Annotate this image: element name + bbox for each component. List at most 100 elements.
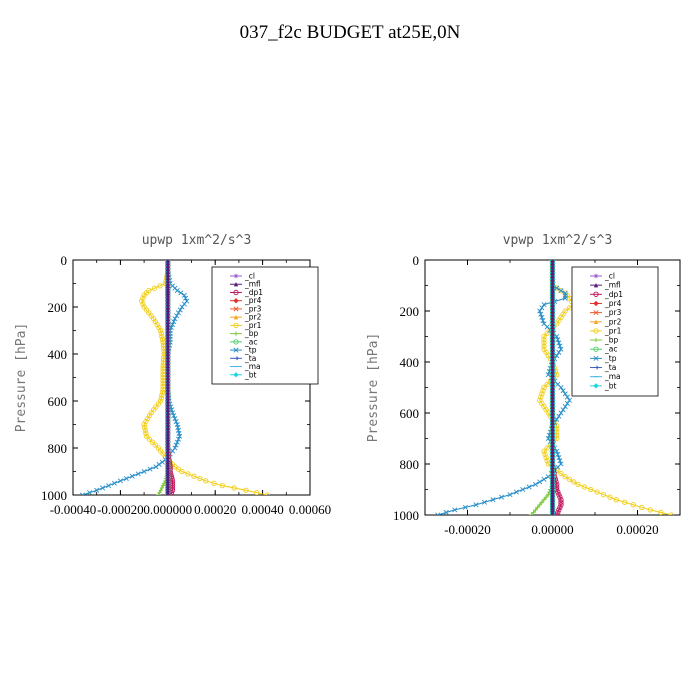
series-point-tp bbox=[556, 413, 562, 419]
series-point-pr1 bbox=[191, 473, 197, 479]
series-point-mfl bbox=[550, 318, 555, 323]
series-point-pr1 bbox=[157, 283, 163, 289]
series-point-tp bbox=[556, 340, 562, 346]
y-axis-label: Pressure [hPa] bbox=[366, 333, 381, 443]
series-point-mfl bbox=[165, 322, 170, 327]
series-point-mfl bbox=[165, 281, 170, 286]
series-point-mfl bbox=[550, 394, 555, 400]
series-point-tp bbox=[170, 322, 176, 328]
series-point-mfl bbox=[550, 334, 555, 339]
series-point-mfl bbox=[165, 366, 170, 371]
series-point-mfl bbox=[550, 391, 555, 397]
x-tick-label: -0.00020 bbox=[444, 522, 491, 537]
series-point-mfl bbox=[550, 479, 555, 485]
series-point-tp bbox=[560, 388, 566, 394]
series-point-tp bbox=[556, 455, 562, 461]
series-point-tp bbox=[554, 353, 560, 359]
series-point-pr1 bbox=[647, 507, 653, 513]
series-point-mfl bbox=[550, 439, 555, 444]
legend-marker bbox=[233, 282, 239, 287]
series-point-mfl bbox=[550, 362, 555, 368]
series-point-mfl bbox=[165, 387, 170, 392]
series-point-mfl bbox=[165, 293, 170, 298]
y-tick-label: 1000 bbox=[41, 488, 67, 503]
legend-entry: _mfl bbox=[604, 281, 621, 290]
series-point-mfl bbox=[550, 489, 555, 495]
series-point-mfl bbox=[550, 356, 555, 362]
series-point-mfl bbox=[165, 351, 170, 357]
series-group bbox=[79, 260, 270, 495]
series-point-mfl bbox=[550, 305, 555, 311]
series-point-mfl bbox=[165, 451, 170, 457]
series-point-tp bbox=[443, 509, 449, 515]
series-point-bp bbox=[546, 492, 551, 497]
panel-title: upwp 1xm^2/s^3 bbox=[142, 233, 252, 248]
series-point-tp bbox=[537, 479, 543, 485]
series-point-mfl bbox=[550, 340, 555, 346]
y-tick-label: 400 bbox=[400, 355, 420, 370]
series-point-tp bbox=[554, 285, 560, 291]
series-point-pr1 bbox=[142, 424, 148, 431]
legend-entry: _pr2 bbox=[604, 317, 622, 326]
series-point-mfl bbox=[165, 269, 170, 274]
series-point-mfl bbox=[165, 436, 170, 442]
series-point-tp bbox=[117, 478, 123, 484]
series-point-tp bbox=[111, 480, 117, 486]
series-point-tp bbox=[169, 407, 175, 413]
series-point-pr1 bbox=[175, 466, 182, 472]
series-point-mfl bbox=[165, 389, 170, 395]
series-point-tp bbox=[555, 337, 561, 343]
legend-entry: _cl bbox=[604, 272, 615, 281]
series-point-tp bbox=[153, 464, 159, 470]
series-point-pr1 bbox=[539, 391, 545, 397]
series-point-tp bbox=[541, 476, 547, 482]
series-point-mfl bbox=[165, 313, 170, 319]
legend-marker bbox=[233, 306, 239, 312]
series-point-tp bbox=[538, 311, 544, 317]
series-point-pr1 bbox=[158, 395, 164, 401]
legend-entry: _bp bbox=[244, 329, 259, 338]
series-point-tp bbox=[435, 512, 441, 515]
series-point-tp bbox=[175, 310, 181, 316]
legend-marker bbox=[593, 383, 599, 389]
series-point-mfl bbox=[165, 325, 170, 330]
series-point-bp bbox=[531, 510, 536, 515]
legend-entry: _tp bbox=[244, 346, 257, 355]
series-point-mfl bbox=[550, 468, 555, 473]
legend-marker bbox=[233, 372, 239, 378]
legend-entry: _ma bbox=[244, 362, 261, 371]
series-point-mfl bbox=[550, 477, 555, 482]
series-point-pr1 bbox=[158, 330, 164, 337]
x-tick-label: 0.00040 bbox=[241, 502, 283, 517]
series-point-mfl bbox=[550, 375, 555, 381]
series-point-tp bbox=[174, 313, 180, 319]
series-point-pr1 bbox=[541, 337, 547, 343]
series-point-mfl bbox=[165, 369, 170, 374]
series-point-pr1 bbox=[541, 343, 547, 349]
legend-entry: _bt bbox=[244, 370, 257, 379]
series-point-mfl bbox=[550, 337, 555, 342]
legend-marker bbox=[593, 282, 599, 288]
series-point-tp bbox=[539, 305, 545, 311]
series-point-mfl bbox=[550, 433, 555, 438]
series-point-pr1 bbox=[544, 381, 550, 387]
series-point-tp bbox=[172, 316, 178, 322]
series-point-mfl bbox=[165, 301, 170, 307]
series-point-pr1 bbox=[543, 454, 549, 461]
series-point-mfl bbox=[550, 482, 555, 487]
x-tick-label: -0.00020 bbox=[97, 502, 144, 517]
series-point-tp bbox=[557, 343, 563, 349]
panel-title: vpwp 1xm^2/s^3 bbox=[503, 233, 613, 248]
series-point-mfl bbox=[550, 290, 555, 296]
series-point-mfl bbox=[550, 283, 555, 288]
series-point-mfl bbox=[550, 404, 555, 409]
series-point-mfl bbox=[550, 273, 555, 279]
series-point-pr1 bbox=[140, 301, 146, 307]
series-point-tp bbox=[490, 497, 496, 503]
legend-entry: _mfl bbox=[244, 280, 261, 289]
series-point-mfl bbox=[165, 459, 170, 465]
series-point-pr1 bbox=[558, 287, 564, 294]
series-point-mfl bbox=[165, 425, 170, 430]
series-point-mfl bbox=[165, 278, 170, 283]
series-point-bp bbox=[535, 505, 540, 510]
